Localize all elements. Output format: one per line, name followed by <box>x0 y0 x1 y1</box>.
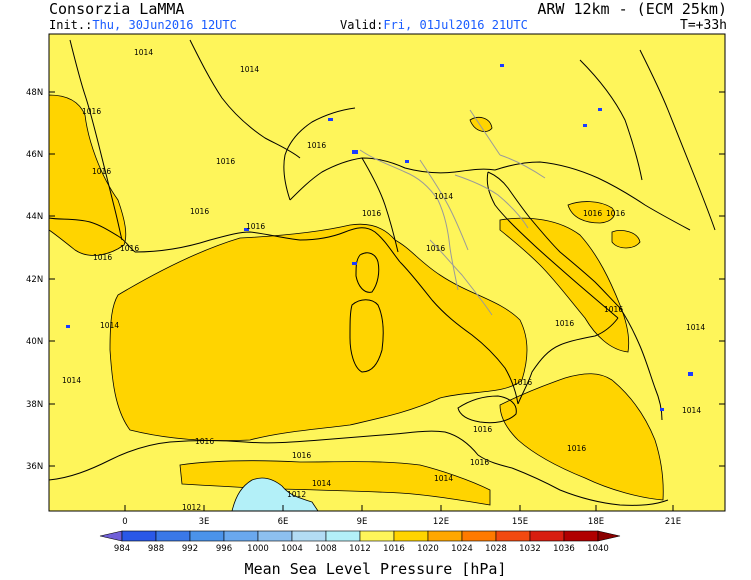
isobar-label: 1016 <box>426 244 445 253</box>
colorbar-tick-label: 996 <box>216 544 232 554</box>
lon-label: 12E <box>433 517 449 527</box>
valid-time: Valid:Fri, 01Jul2016 21UTC <box>340 18 528 32</box>
lat-label: 48N <box>26 88 43 98</box>
colorbar-tick-label: 1040 <box>587 544 609 554</box>
colorbar-swatch <box>121 530 157 542</box>
org-title: Consorzia LaMMA <box>49 0 185 18</box>
lon-label: 21E <box>665 517 681 527</box>
colorbar-swatch <box>427 530 463 542</box>
colorbar-max-arrow <box>597 530 621 542</box>
isobar-label: 1016 <box>555 319 574 328</box>
zone-1008-1012 <box>231 477 319 512</box>
lat-label: 44N <box>26 212 43 222</box>
isobar-label: 1016 <box>473 425 492 434</box>
lon-label: 3E <box>199 517 210 527</box>
colorbar-title: Mean Sea Level Pressure [hPa] <box>244 560 507 578</box>
colorbar-swatch <box>495 530 531 542</box>
isobar-label: 1016 <box>362 209 381 218</box>
colorbar-tick-label: 1004 <box>281 544 303 554</box>
lon-label: 18E <box>588 517 604 527</box>
isobar-label: 1014 <box>682 406 701 415</box>
isobar-label: 1016 <box>606 209 625 218</box>
colorbar-tick-label: 1016 <box>383 544 405 554</box>
colorbar: 984 988 992 996 1000 1004 1008 1012 1016 1020 1024… <box>99 530 621 554</box>
colorbar-swatch <box>257 530 293 542</box>
isobar-label: 1016 <box>190 207 209 216</box>
init-label: Init.: <box>49 18 93 32</box>
colorbar-tick-label: 1032 <box>519 544 541 554</box>
isobar-label: 1016 <box>93 253 112 262</box>
isobar-label: 1016 <box>120 244 139 253</box>
forecast-step: T=+33h <box>680 18 727 33</box>
isobar-label: 1014 <box>686 323 705 332</box>
colorbar-swatch <box>529 530 565 542</box>
isobar-label: 1016 <box>513 378 532 387</box>
colorbar-tick-label: 1020 <box>417 544 439 554</box>
init-time: Init.:Thu, 30Jun2016 12UTC <box>49 18 237 32</box>
isobar-label: 1016 <box>195 437 214 446</box>
colorbar-swatch <box>189 530 225 542</box>
isobar-label: 1014 <box>62 376 81 385</box>
colorbar-tick-label: 1024 <box>451 544 473 554</box>
colorbar-swatch <box>359 530 395 542</box>
colorbar-tick-label: 1036 <box>553 544 575 554</box>
lakes <box>66 64 693 411</box>
colorbar-swatch <box>223 530 259 542</box>
isobar-label: 1014 <box>434 474 453 483</box>
isobar-label: 1014 <box>434 192 453 201</box>
isobar-label: 1014 <box>100 321 119 330</box>
valid-value: Fri, 01Jul2016 21UTC <box>383 18 528 32</box>
isobar-label: 1014 <box>240 65 259 74</box>
isobar-label: 1016 <box>470 458 489 467</box>
isobar-label: 1016 <box>567 444 586 453</box>
isobar-labels: 1014 1014 1016 1016 1016 1016 1016 1016 … <box>62 48 705 512</box>
colorbar-swatch <box>393 530 429 542</box>
colorbar-swatch <box>291 530 327 542</box>
isobar-label: 1016 <box>92 167 111 176</box>
colorbar-swatch <box>461 530 497 542</box>
colorbar-swatch <box>563 530 599 542</box>
lon-label: 6E <box>278 517 289 527</box>
isobar-label: 1016 <box>216 157 235 166</box>
colorbar-tick-label: 992 <box>182 544 198 554</box>
zones-1016-1020 <box>48 94 664 506</box>
colorbar-tick-label: 1028 <box>485 544 507 554</box>
colorbar-tick-label: 988 <box>148 544 164 554</box>
lat-label: 42N <box>26 275 43 285</box>
isobar-label: 1016 <box>292 451 311 460</box>
isobar-label: 1016 <box>246 222 265 231</box>
lon-label: 15E <box>512 517 528 527</box>
isobar-label: 1012 <box>182 503 201 512</box>
valid-label: Valid: <box>340 18 384 32</box>
lon-label: 0 <box>122 517 127 527</box>
lat-axis: 48N 46N 44N 42N 40N 38N 36N <box>26 88 725 472</box>
colorbar-tick-label: 1012 <box>349 544 371 554</box>
lon-axis: 0 3E 6E 9E 12E 15E 18E 21E <box>122 505 681 527</box>
lat-label: 38N <box>26 400 43 410</box>
isobar-label: 1016 <box>604 305 623 314</box>
colorbar-tick-label: 1000 <box>247 544 269 554</box>
isobar-label: 1014 <box>312 479 331 488</box>
isobar-label: 1012 <box>287 490 306 499</box>
isobar-label: 1016 <box>307 141 326 150</box>
isobar-label: 1016 <box>583 209 602 218</box>
colorbar-swatch <box>155 530 191 542</box>
colorbar-tick-label: 984 <box>114 544 130 554</box>
colorbar-min-arrow <box>99 530 123 542</box>
lat-label: 46N <box>26 150 43 160</box>
isobar-label: 1014 <box>134 48 153 57</box>
init-value: Thu, 30Jun2016 12UTC <box>92 18 237 32</box>
colorbar-tick-label: 1008 <box>315 544 337 554</box>
colorbar-swatch <box>325 530 361 542</box>
country-borders <box>359 109 546 316</box>
lat-label: 40N <box>26 337 43 347</box>
map-frame <box>48 33 726 512</box>
isobar-label: 1016 <box>82 107 101 116</box>
lon-label: 9E <box>357 517 368 527</box>
model-title: ARW 12km - (ECM 25km) <box>537 0 727 18</box>
lat-label: 36N <box>26 462 43 472</box>
coastlines <box>48 39 716 506</box>
